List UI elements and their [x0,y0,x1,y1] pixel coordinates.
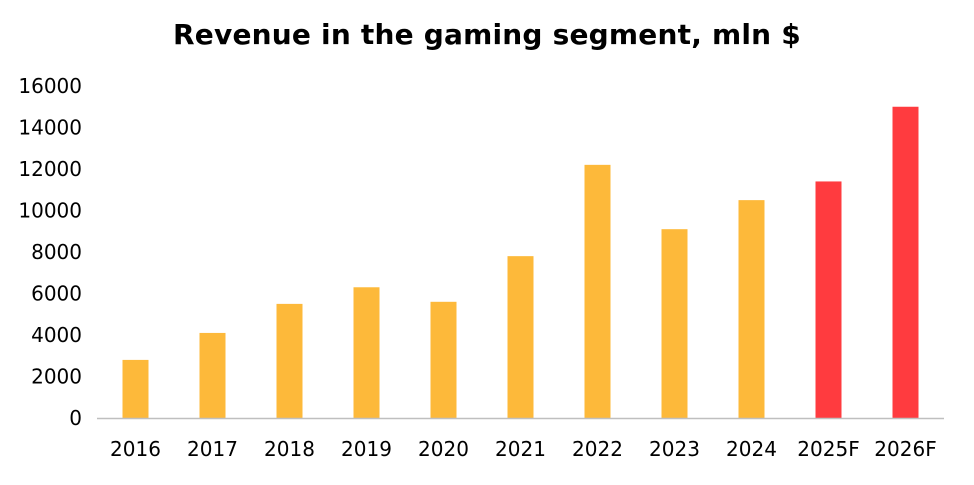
y-tick-label-10000: 10000 [18,199,82,223]
x-tick-label-2023: 2023 [649,437,700,461]
bar-2020 [430,301,457,418]
bar-2025F [815,181,842,418]
chart-title: Revenue in the gaming segment, mln $ [173,18,801,51]
y-tick-label-12000: 12000 [18,157,82,181]
bar-2021 [507,256,534,418]
y-tick-label-14000: 14000 [18,116,82,140]
x-tick-label-2018: 2018 [264,437,315,461]
x-tick-label-2017: 2017 [187,437,238,461]
y-tick-label-0: 0 [69,406,82,430]
y-tick-label-8000: 8000 [31,240,82,264]
bar-2022 [584,164,611,418]
bar-2023 [661,229,688,418]
y-tick-label-16000: 16000 [18,74,82,98]
x-tick-label-2019: 2019 [341,437,392,461]
y-tick-label-4000: 4000 [31,323,82,347]
bar-2018 [276,303,303,419]
bar-2017 [199,332,226,418]
x-tick-label-2020: 2020 [418,437,469,461]
y-tick-label-2000: 2000 [31,365,82,389]
x-tick-label-2026F: 2026F [874,437,936,461]
x-tick-label-2024: 2024 [726,437,777,461]
x-tick-label-2016: 2016 [110,437,161,461]
bar-2016 [122,359,149,418]
bar-2024 [738,200,765,419]
y-tick-label-6000: 6000 [31,282,82,306]
x-tick-label-2025F: 2025F [797,437,859,461]
bar-2019 [353,287,380,418]
bar-2026F [892,106,919,418]
x-tick-label-2022: 2022 [572,437,623,461]
x-tick-label-2021: 2021 [495,437,546,461]
